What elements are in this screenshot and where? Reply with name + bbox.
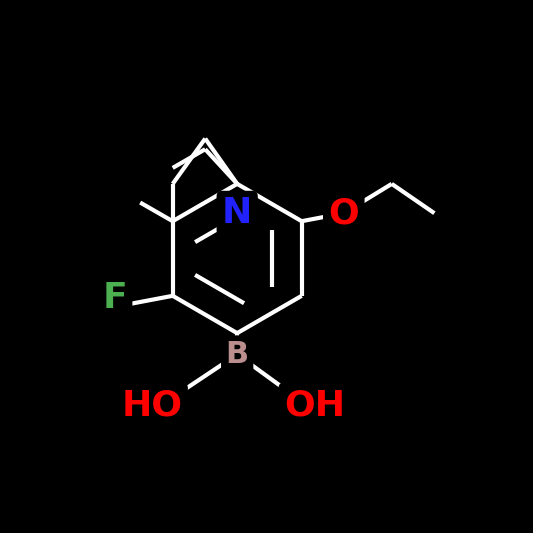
Text: O: O	[328, 196, 359, 230]
Text: N: N	[222, 196, 252, 230]
Text: HO: HO	[122, 388, 182, 422]
Text: B: B	[225, 340, 249, 369]
Text: F: F	[102, 281, 127, 316]
Text: OH: OH	[284, 388, 345, 422]
